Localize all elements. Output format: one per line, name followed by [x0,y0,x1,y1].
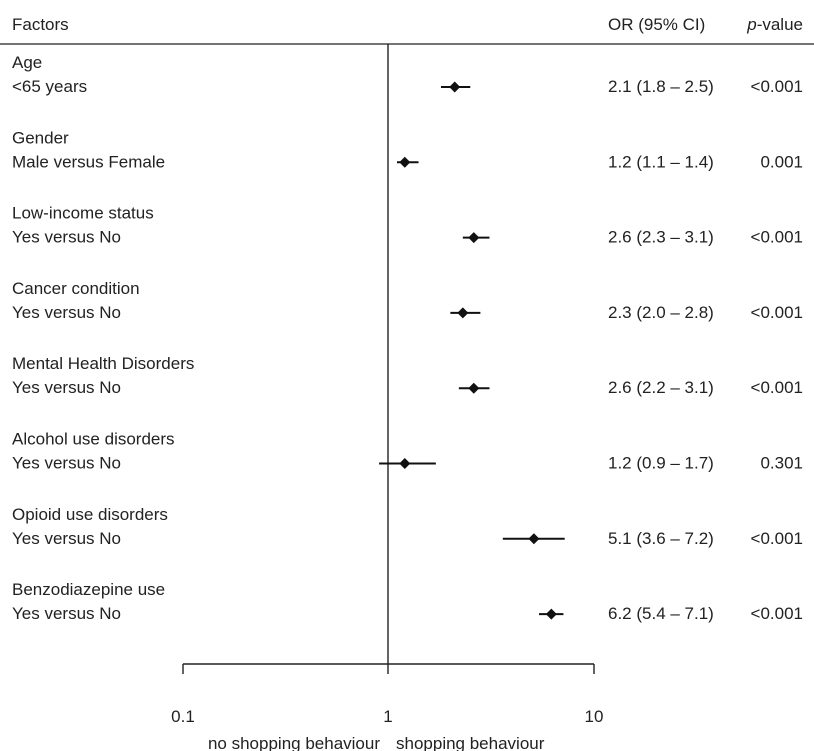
x-tick-label-2: 10 [585,707,604,726]
or-ci-value: 1.2 (1.1 – 1.4) [608,152,714,171]
header-p-value: p-value [746,15,803,34]
comparison-label: Yes versus No [12,454,121,473]
factor-label: Low-income status [12,204,154,223]
or-point-marker [399,156,411,168]
or-ci-value: 2.6 (2.3 – 3.1) [608,228,714,247]
or-point-marker [468,382,480,394]
or-point-marker [399,458,411,469]
x-tick-label-1: 1 [383,707,392,726]
factor-label: Gender [12,128,69,147]
direction-label-left: no shopping behaviour [208,734,380,751]
comparison-label: Male versus Female [12,152,165,171]
p-value: <0.001 [751,378,803,397]
comparison-label: <65 years [12,77,87,96]
p-value: <0.001 [751,77,803,96]
or-ci-value: 1.2 (0.9 – 1.7) [608,454,714,473]
comparison-label: Yes versus No [12,604,121,623]
header-p-italic: p [746,15,756,34]
or-ci-value: 2.1 (1.8 – 2.5) [608,77,714,96]
x-tick-label-0: 0.1 [171,707,195,726]
factor-label: Benzodiazepine use [12,580,165,599]
or-ci-value: 2.6 (2.2 – 3.1) [608,378,714,397]
header-factors: Factors [12,15,69,34]
or-point-marker [468,232,480,244]
factor-label: Mental Health Disorders [12,354,194,373]
p-value: 0.301 [760,454,803,473]
p-value: <0.001 [751,604,803,623]
or-point-marker [457,307,469,319]
p-value: <0.001 [751,303,803,322]
or-point-marker [449,81,461,93]
or-ci-value: 6.2 (5.4 – 7.1) [608,604,714,623]
header-or-ci: OR (95% CI) [608,15,705,34]
or-point-marker [545,608,557,620]
header-p-suffix: -value [757,15,803,34]
p-value: <0.001 [751,228,803,247]
comparison-label: Yes versus No [12,303,121,322]
factor-label: Age [12,53,42,72]
direction-label-right: shopping behaviour [396,734,545,751]
comparison-label: Yes versus No [12,378,121,397]
p-value: 0.001 [760,152,803,171]
factor-label: Alcohol use disorders [12,430,175,449]
or-ci-value: 5.1 (3.6 – 7.2) [608,529,714,548]
factor-label: Opioid use disorders [12,505,168,524]
comparison-label: Yes versus No [12,529,121,548]
or-ci-value: 2.3 (2.0 – 2.8) [608,303,714,322]
comparison-label: Yes versus No [12,228,121,247]
factor-label: Cancer condition [12,279,140,298]
x-axis: 0.1 1 10 no shopping behaviour shopping … [171,663,604,751]
p-value: <0.001 [751,529,803,548]
or-point-marker [528,533,540,545]
